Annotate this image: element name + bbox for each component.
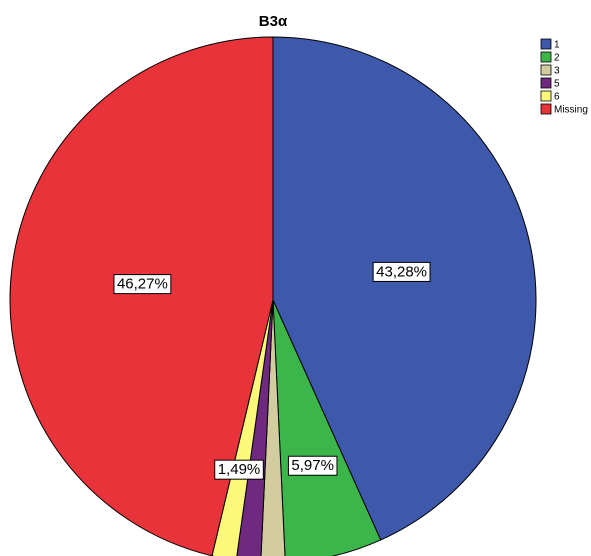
legend-label: 2 (554, 53, 560, 64)
legend-label: Missing (554, 105, 588, 116)
data-label: 5,97% (291, 457, 334, 474)
data-label: 46,27% (117, 276, 168, 293)
legend-swatch (540, 51, 552, 63)
data-label-box (372, 261, 431, 282)
data-label: 43,28% (376, 263, 427, 280)
data-label-box (113, 274, 172, 295)
data-label-box (287, 455, 338, 476)
pie-slice (260, 299, 286, 556)
legend-swatch (540, 103, 552, 115)
data-label-box (214, 459, 264, 480)
pie-slice (9, 36, 274, 556)
pie-slice (272, 36, 537, 541)
legend-label: 6 (554, 92, 560, 103)
legend-swatch (540, 64, 552, 76)
legend-swatch (540, 77, 552, 89)
legend-swatch (540, 90, 552, 102)
legend-label: 3 (554, 66, 560, 77)
legend-swatch (540, 38, 552, 50)
legend-label: 1 (554, 40, 560, 51)
legend-label: 5 (554, 79, 560, 90)
data-label: 1,49% (218, 461, 261, 478)
chart-title: B3α (259, 13, 288, 30)
